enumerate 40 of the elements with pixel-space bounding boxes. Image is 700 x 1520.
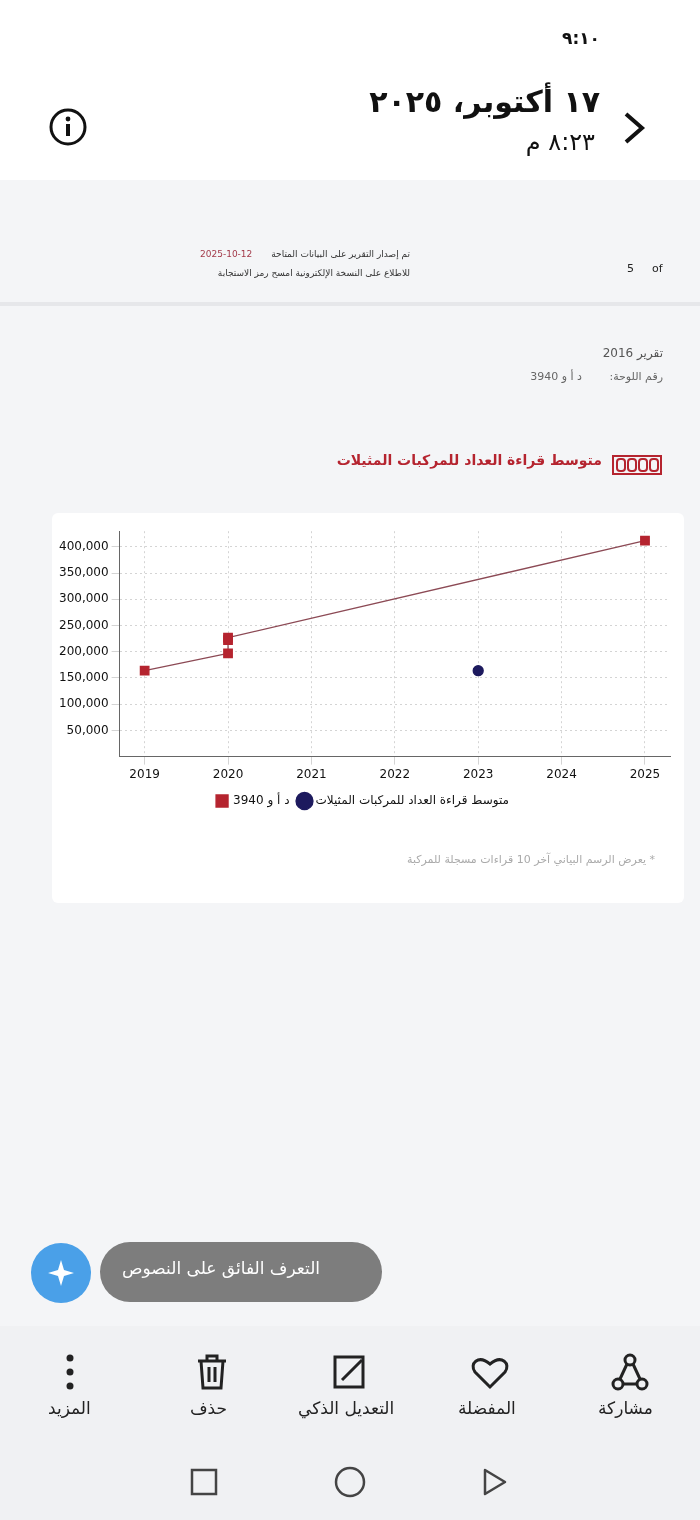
text: حذف: [190, 1398, 228, 1418]
text: للاطلاع على النسخة الإلكترونية امسح رمز الاستجابة: [217, 268, 410, 278]
y-tick-label: 300,000: [59, 591, 109, 606]
text: * يعرض الرسم البياني آخر 10 قراءات مسجلة للمركبة: [407, 853, 655, 866]
legend-label: متوسط قراءة العداد للمركبات المثيلات: [315, 793, 509, 809]
chart-title: متوسط قراءة العداد للمركبات المثيلات: [336, 452, 602, 468]
x-tick-label: 2024: [546, 766, 577, 781]
text: المفضلة: [458, 1398, 516, 1418]
text: ٨:٢٣ م: [525, 128, 595, 156]
y-tick-label: 150,000: [59, 670, 109, 685]
point: [139, 665, 150, 676]
point: [472, 664, 484, 677]
text: التعرف الفائق على النصوص: [122, 1258, 321, 1278]
x-tick-label: 2021: [296, 766, 327, 781]
y-tick-label: 350,000: [59, 565, 109, 580]
text: د أ و 3940: [530, 370, 582, 383]
text: 5: [627, 262, 634, 275]
x-tick-label: 2025: [629, 766, 661, 781]
y-tick-label: 250,000: [59, 617, 109, 632]
x-tick-label: 2019: [129, 766, 160, 781]
point: [223, 648, 233, 659]
point: [640, 535, 650, 546]
y-tick-label: 100,000: [59, 696, 109, 711]
text: المزيد: [48, 1398, 91, 1418]
x-tick-label: 2020: [212, 766, 244, 781]
y-tick-label: 400,000: [59, 539, 109, 554]
text: تم إصدار التقرير على البيانات المتاحة: [271, 249, 410, 259]
text: رقم اللوحة:: [609, 370, 663, 383]
text: ٩:١٠: [562, 28, 600, 48]
text: مشاركة: [598, 1398, 653, 1418]
y-tick-label: 50,000: [66, 722, 109, 737]
text: 2025-10-12: [200, 249, 253, 259]
text: ١٧ أكتوبر، ٢٠٢٥: [369, 84, 600, 119]
x-tick-label: 2022: [379, 766, 411, 781]
y-tick-label: 200,000: [59, 643, 109, 658]
text: التعديل الذكي: [298, 1398, 395, 1418]
x-tick-label: 2023: [462, 766, 494, 781]
legend-label: د أ و 3940: [233, 792, 290, 809]
text: of: [652, 262, 663, 275]
text: تقرير 2016: [602, 346, 663, 360]
